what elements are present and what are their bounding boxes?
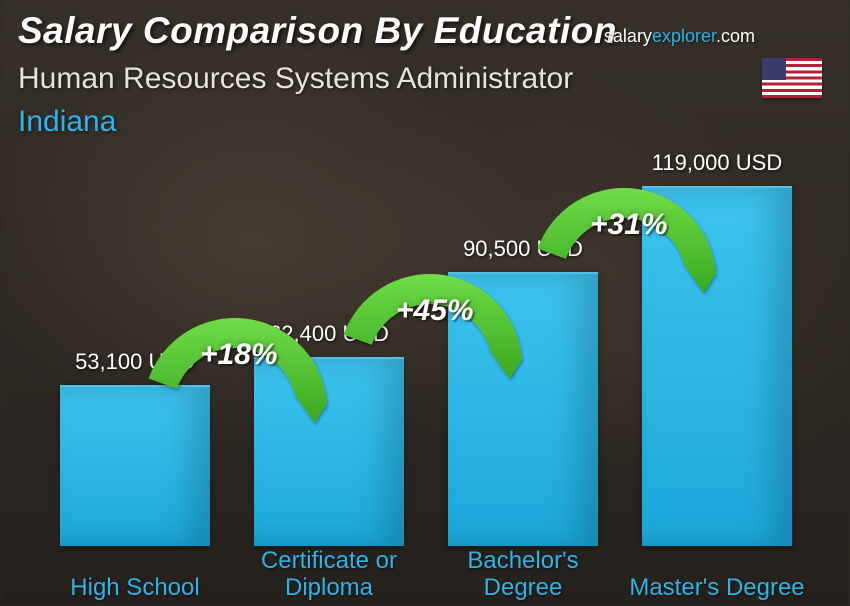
bar-rect <box>60 385 210 546</box>
page-subtitle: Human Resources Systems Administrator <box>18 62 573 96</box>
source-accent: explorer <box>652 26 716 46</box>
bar-category-label: High School <box>40 574 230 602</box>
source-attribution: salaryexplorer.com <box>604 26 755 47</box>
source-suffix: .com <box>716 26 755 46</box>
increase-pct-label: +31% <box>590 208 668 242</box>
bar-0: 53,100 USD <box>60 385 210 546</box>
bar-category-label: Bachelor's Degree <box>428 547 618 602</box>
region-label: Indiana <box>18 105 116 139</box>
page-title: Salary Comparison By Education <box>18 10 617 52</box>
increase-pct-label: +18% <box>200 338 278 372</box>
bar-chart: 53,100 USD62,400 USD90,500 USD119,000 US… <box>40 166 800 546</box>
bar-category-label: Certificate or Diploma <box>234 547 424 602</box>
bar-rect <box>254 357 404 546</box>
infographic-content: Salary Comparison By Education Human Res… <box>0 0 850 606</box>
bar-category-label: Master's Degree <box>622 574 812 602</box>
bar-value-label: 119,000 USD <box>617 150 817 176</box>
increase-pct-label: +45% <box>396 294 474 328</box>
flag-icon <box>762 58 822 98</box>
bar-1: 62,400 USD <box>254 357 404 546</box>
source-prefix: salary <box>604 26 652 46</box>
